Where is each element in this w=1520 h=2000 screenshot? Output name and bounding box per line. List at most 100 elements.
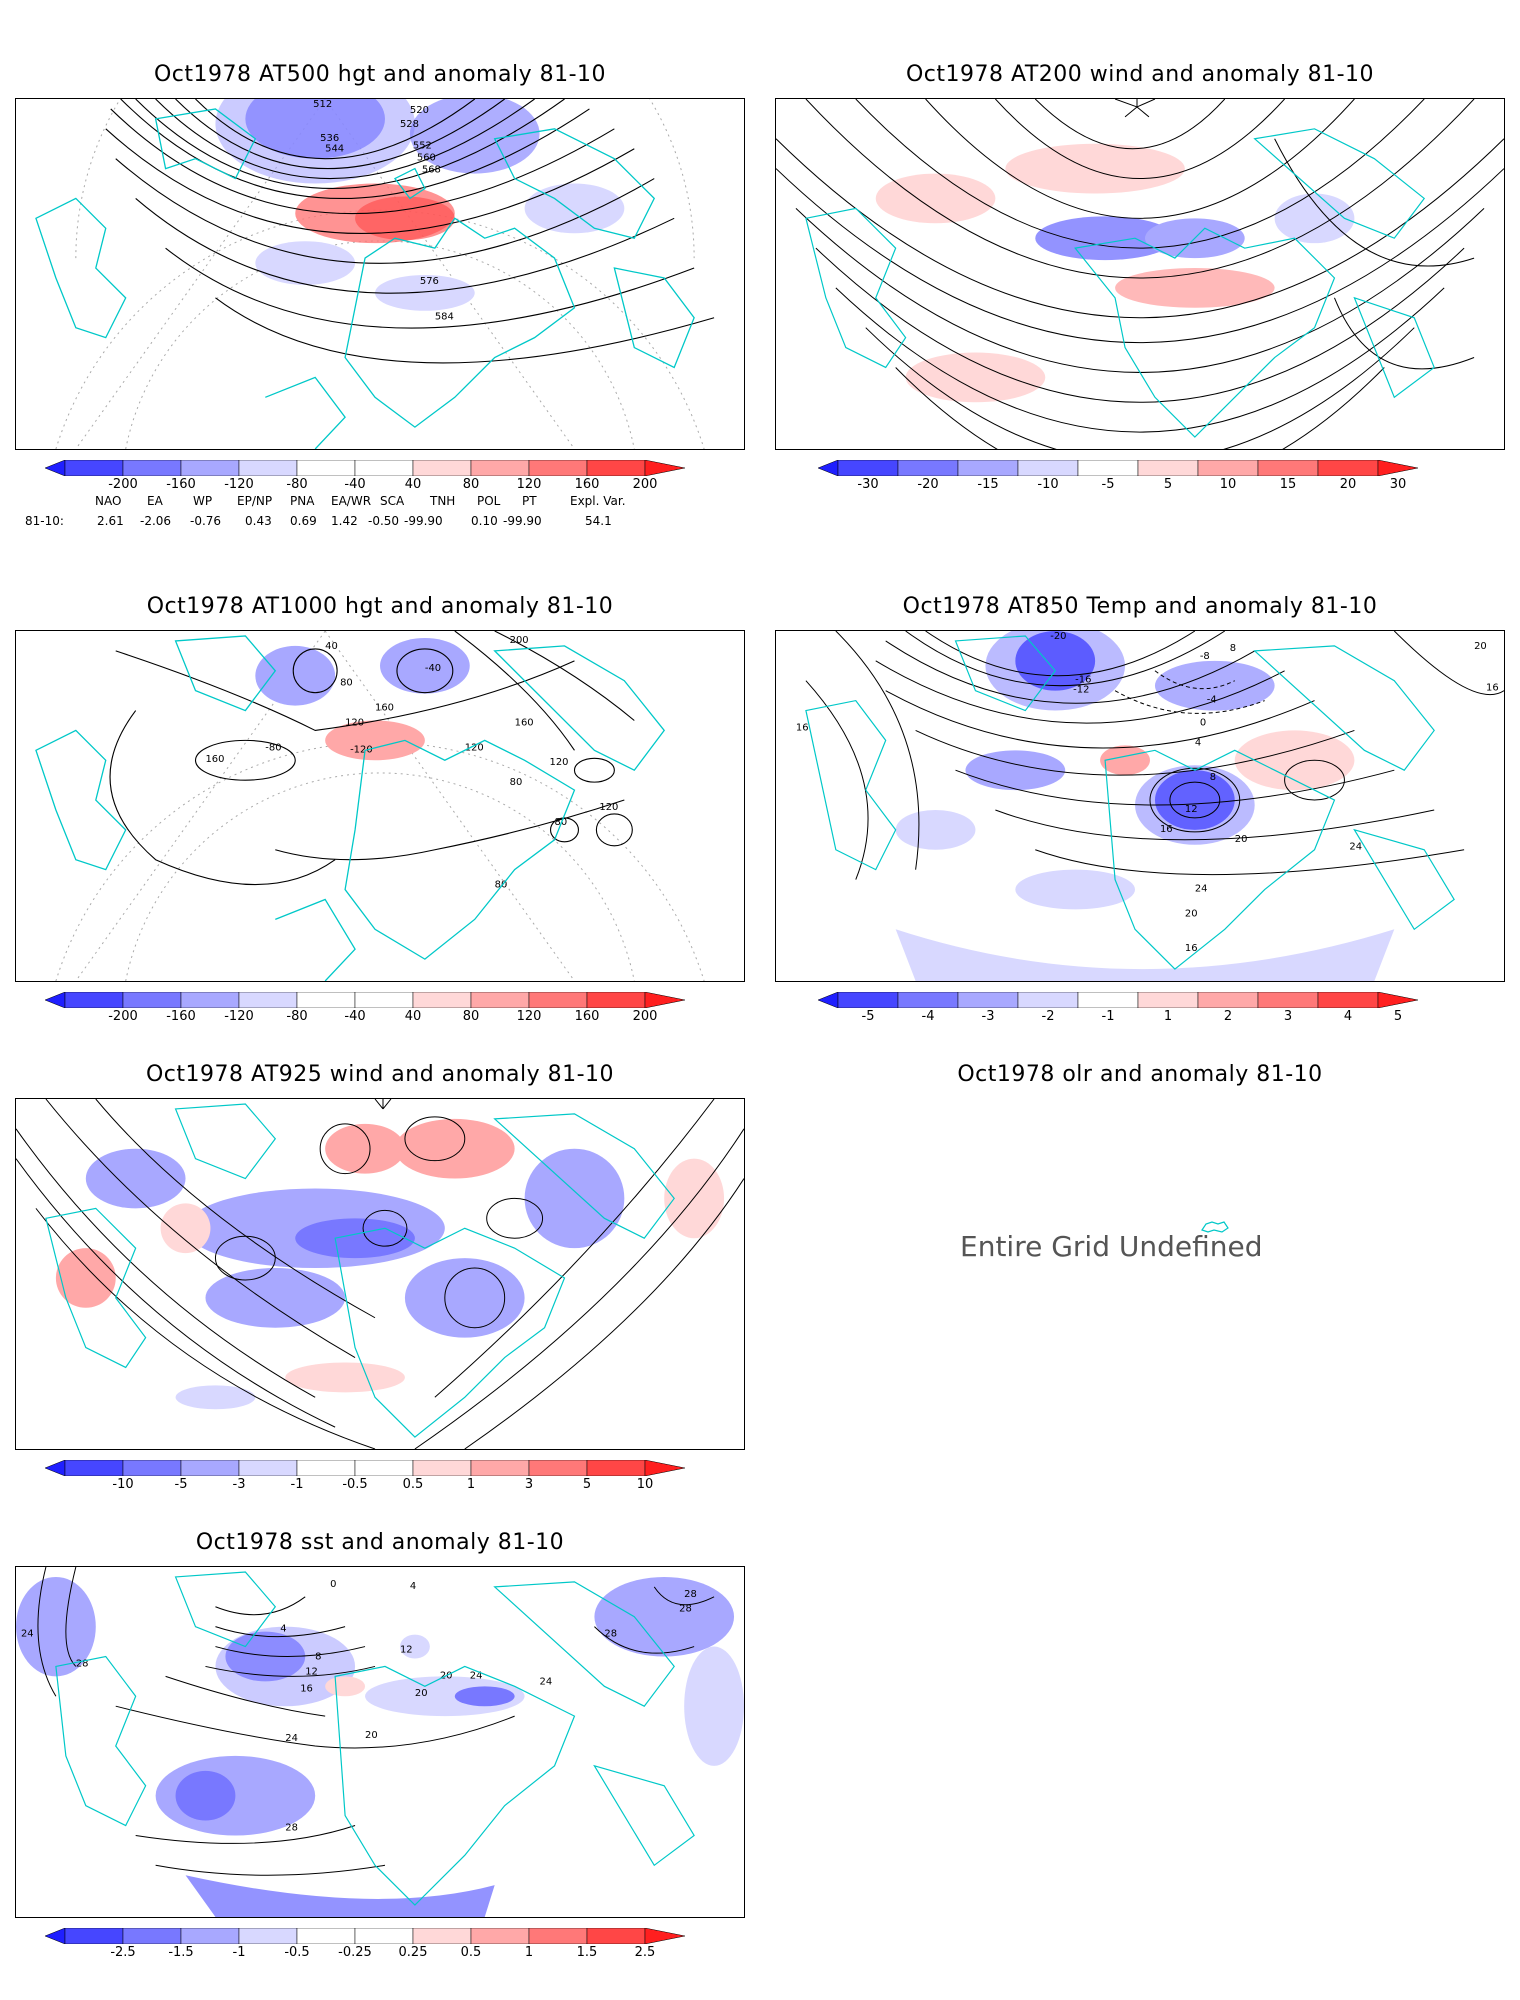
contour-label: 16: [1160, 824, 1173, 835]
tel-value: -99.90: [404, 514, 443, 528]
tel-value: 0.43: [245, 514, 272, 528]
tel-header: TNH: [430, 494, 456, 508]
tel-value: -0.76: [190, 514, 222, 528]
contour-label: 120: [345, 717, 364, 728]
map-at1000: 40 80 120 160 200 160 120 80 160 -40 -80…: [15, 630, 745, 982]
contour-label: 80: [510, 777, 523, 788]
contour-label: 160: [375, 703, 394, 714]
contour-label: 0: [1200, 717, 1206, 728]
tick: 1: [1163, 1009, 1173, 1024]
tick: -200: [108, 477, 138, 492]
tel-value: 2.61: [97, 514, 124, 528]
tel-value: 0.10: [471, 514, 498, 528]
tel-header: EP/NP: [237, 494, 273, 508]
map-at925: [15, 1098, 745, 1450]
tick: -10: [112, 1477, 134, 1492]
tel-value: -99.90: [503, 514, 542, 528]
tick: 2.5: [634, 1945, 656, 1960]
tick: 120: [516, 477, 542, 492]
tick: 40: [404, 477, 422, 492]
tick: 3: [1283, 1009, 1293, 1024]
contour-label: 20: [415, 1688, 428, 1699]
tel-value: -2.06: [140, 514, 172, 528]
tick: 160: [574, 477, 600, 492]
contour-label: 8: [1210, 772, 1216, 783]
tick: -40: [344, 477, 366, 492]
tick: -5: [174, 1477, 188, 1492]
tick: -2.5: [110, 1945, 136, 1960]
contour-label: 28: [604, 1629, 617, 1640]
colorbar-at850: -5 -4 -3 -2 -1 1 2 3 4 5: [818, 992, 1458, 1024]
contour-label: 120: [550, 757, 569, 768]
contour-label: 16: [1486, 683, 1499, 694]
tick: 0.5: [460, 1945, 482, 1960]
contour-label: 8: [315, 1651, 321, 1662]
contour-label: 12: [400, 1645, 413, 1656]
tick: 10: [636, 1477, 654, 1492]
tick: -1.5: [168, 1945, 194, 1960]
tick: -200: [108, 1009, 138, 1024]
tick: -80: [286, 477, 308, 492]
colorbar-at925: -10 -5 -3 -1 -0.5 0.5 1 3 5 10: [45, 1460, 705, 1492]
tel-header: WP: [193, 494, 213, 508]
contour-label: 24: [540, 1676, 553, 1687]
tel-value: 0.69: [290, 514, 317, 528]
map-at500: 512 520 528 536 544 552 560 568 576 584: [15, 98, 745, 450]
colorbar-at500: -200 -160 -120 -80 -40 40 80 120 160 200: [45, 460, 705, 492]
tick: -5: [861, 1009, 875, 1024]
tel-header: EA/WR: [331, 494, 372, 508]
contour-label: -20: [1050, 631, 1066, 642]
tick: -2: [1041, 1009, 1055, 1024]
contour-label: -12: [1073, 685, 1089, 696]
tel-header: Expl. Var.: [570, 494, 626, 508]
contour-label: 120: [465, 742, 484, 753]
label-544: 544: [325, 144, 344, 155]
contour-label: 8: [1230, 643, 1236, 654]
tick: -1: [232, 1945, 246, 1960]
map-at200: [775, 98, 1505, 450]
contour-label: -80: [265, 742, 281, 753]
tick: -3: [981, 1009, 995, 1024]
tel-header: NAO: [95, 494, 122, 508]
tick: -20: [917, 477, 939, 492]
tick: 1: [524, 1945, 534, 1960]
title-olr: Oct1978 olr and anomaly 81-10: [957, 1062, 1323, 1087]
tick: -0.25: [338, 1945, 372, 1960]
tick: -120: [224, 477, 254, 492]
contour-label: 28: [285, 1823, 298, 1834]
contour-label: 16: [1185, 943, 1198, 954]
colorbar-at1000: -200 -160 -120 -80 -40 40 80 120 160 200: [45, 992, 705, 1024]
tel-header: PT: [522, 494, 537, 508]
tick: -160: [166, 477, 196, 492]
tick: 0.5: [402, 1477, 424, 1492]
contour-label: 12: [1185, 804, 1198, 815]
tick: 15: [1279, 477, 1297, 492]
tick: 5: [1393, 1009, 1403, 1024]
contour-label: 4: [410, 1581, 416, 1592]
title-at200: Oct1978 AT200 wind and anomaly 81-10: [905, 62, 1375, 87]
contour-label: 16: [796, 722, 809, 733]
olr-land-glyph: [1201, 1221, 1229, 1233]
label-552: 552: [413, 141, 432, 152]
tick: 10: [1219, 477, 1237, 492]
tel-header: SCA: [380, 494, 405, 508]
tick: 0.25: [398, 1945, 428, 1960]
contour-label: 80: [340, 678, 353, 689]
tick: 1.5: [576, 1945, 598, 1960]
tick: -1: [290, 1477, 304, 1492]
contour-label: 12: [305, 1666, 318, 1677]
tick: 4: [1343, 1009, 1353, 1024]
contour-label: 200: [510, 635, 529, 646]
map-at850: -20 -16 -12 -8 -4 0 4 8 12 16 20 24 16 2…: [775, 630, 1505, 982]
tel-value: -0.50: [368, 514, 400, 528]
tel-header: EA: [147, 494, 163, 508]
contour-label: 0: [330, 1579, 336, 1590]
tel-value: 1.42: [331, 514, 358, 528]
contour-label: 4: [280, 1624, 286, 1635]
contour-label: -120: [350, 744, 373, 755]
label-584: 584: [435, 312, 454, 323]
tick: 200: [632, 477, 658, 492]
tick: 3: [524, 1477, 534, 1492]
tick: -10: [1037, 477, 1059, 492]
contour-label: 80: [495, 880, 508, 891]
